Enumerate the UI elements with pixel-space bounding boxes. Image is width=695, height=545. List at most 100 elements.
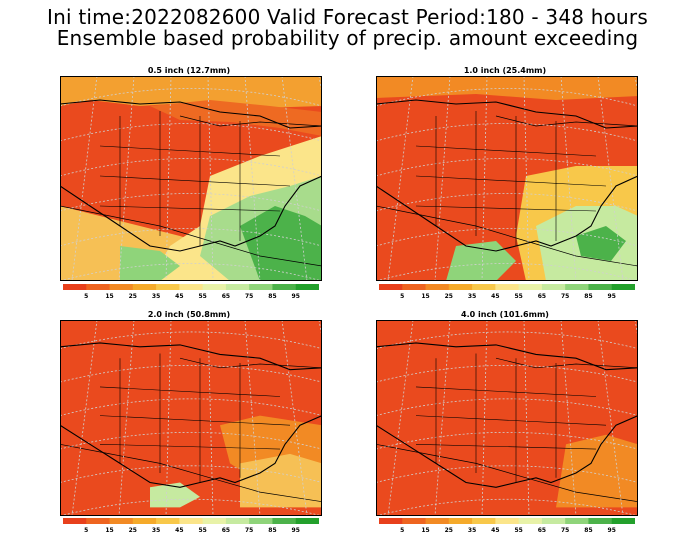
colorbar-swatch — [611, 284, 635, 290]
colorbar-swatch — [225, 518, 250, 524]
colorbar-swatch — [156, 284, 180, 290]
colorbar-label: 35 — [152, 527, 160, 534]
colorbar-swatch — [448, 518, 473, 524]
colorbar-label: 75 — [561, 293, 569, 300]
latitude-line — [376, 158, 638, 177]
colorbar-label: 35 — [152, 293, 160, 300]
colorbar-label: 45 — [491, 527, 499, 534]
colorbar-label: 85 — [268, 527, 276, 534]
longitude-line — [207, 320, 214, 516]
state-boundaries — [99, 111, 291, 246]
colorbar-swatch — [272, 284, 297, 290]
colorbar-label: 95 — [608, 527, 616, 534]
latitude-line — [60, 263, 322, 281]
latitude-line — [60, 123, 322, 142]
latitude-line — [376, 228, 638, 247]
latitude-line — [376, 398, 638, 416]
map-frame — [60, 320, 322, 516]
probability-map-1-0-inch — [376, 76, 638, 281]
colorbar-label: 55 — [514, 293, 522, 300]
colorbar-label: 95 — [292, 293, 300, 300]
colorbar-swatch — [379, 518, 403, 524]
colorbar-swatch — [156, 518, 180, 524]
colorbar-swatch — [472, 518, 496, 524]
latitude-line — [60, 228, 322, 247]
colorbar-label: 65 — [538, 293, 546, 300]
colorbar-swatch — [86, 284, 111, 290]
panel-title-2-0-inch: 2.0 inch (50.8mm) — [147, 310, 231, 319]
colorbar-swatch — [179, 284, 204, 290]
colorbar-swatch — [295, 284, 319, 290]
latitude-line — [60, 193, 322, 212]
colorbar-label: 55 — [514, 527, 522, 534]
colorbar-swatch — [588, 518, 613, 524]
longitude-line — [281, 320, 308, 516]
longitude-line — [244, 320, 261, 516]
colorbar-swatch — [379, 284, 403, 290]
colorbar-label: 25 — [129, 527, 137, 534]
colorbar-label: 5 — [84, 293, 88, 300]
prob-area-mexico — [446, 241, 516, 281]
colorbar-swatch — [588, 284, 613, 290]
longitude-line — [481, 320, 488, 516]
latitude-line — [376, 432, 638, 450]
header-line-2: Ensemble based probability of precip. am… — [56, 26, 639, 50]
longitude-line — [523, 320, 530, 516]
colorbar-2-0-inch: 5 15 25 35 45 55 65 75 85 95 — [63, 518, 319, 534]
colorbar-label: 25 — [445, 293, 453, 300]
colorbar-swatch — [295, 518, 319, 524]
colorbar-swatch — [109, 518, 134, 524]
colorbar-label: 65 — [222, 527, 230, 534]
colorbar-1-0-inch: 5 15 25 35 45 55 65 75 85 95 — [379, 284, 635, 300]
colorbar-label: 75 — [245, 293, 253, 300]
colorbar-label: 95 — [292, 527, 300, 534]
colorbar-label: 5 — [84, 527, 88, 534]
latitude-line — [60, 465, 322, 483]
colorbar-swatch — [472, 284, 496, 290]
colorbar-swatch — [541, 284, 566, 290]
colorbar-swatch — [272, 518, 297, 524]
colorbar-label: 45 — [491, 293, 499, 300]
colorbar-swatch — [402, 284, 427, 290]
colorbar-label: 35 — [468, 527, 476, 534]
longitude-line — [71, 320, 98, 516]
prob-area-gulf — [240, 453, 322, 508]
prob-area-mexico — [120, 246, 180, 281]
latitude-line — [376, 193, 638, 212]
colorbar-swatch — [63, 284, 87, 290]
latitude-line — [60, 158, 322, 177]
map-frame — [60, 76, 322, 281]
colorbar-0-5-inch: 5 15 25 35 45 55 65 75 85 95 — [63, 284, 319, 300]
colorbar-swatch — [132, 518, 157, 524]
state-boundaries — [415, 111, 607, 246]
colorbar-label: 15 — [105, 527, 113, 534]
colorbar-label: 15 — [105, 293, 113, 300]
colorbar-label: 15 — [421, 293, 429, 300]
prob-area-north — [60, 76, 322, 108]
latitude-line — [376, 365, 638, 383]
colorbar-swatch — [518, 518, 543, 524]
colorbar-swatch — [611, 518, 635, 524]
colorbar-swatch — [495, 284, 520, 290]
longitude-line — [597, 76, 624, 281]
colorbar-label: 45 — [175, 527, 183, 534]
latitude-line — [60, 498, 322, 516]
prob-area-se — [556, 434, 638, 508]
colorbar-label: 5 — [400, 293, 404, 300]
latitude-line — [376, 498, 638, 516]
longitude-line — [281, 76, 308, 281]
colorbar-swatch — [109, 284, 134, 290]
colorbar-label: 35 — [468, 293, 476, 300]
colorbar-label: 15 — [421, 527, 429, 534]
panel-title-4-0-inch: 4.0 inch (101.6mm) — [461, 310, 549, 319]
colorbar-swatch — [249, 284, 273, 290]
colorbar-swatch — [179, 518, 204, 524]
colorbar-swatch — [448, 284, 473, 290]
colorbar-label: 65 — [222, 293, 230, 300]
header-line-1: Ini time:2022082600 Valid Forecast Perio… — [47, 5, 648, 29]
colorbar-swatch — [249, 518, 273, 524]
latitude-line — [60, 88, 322, 107]
colorbar-swatch — [541, 518, 566, 524]
colorbar-label: 25 — [445, 527, 453, 534]
colorbar-label: 85 — [584, 527, 592, 534]
